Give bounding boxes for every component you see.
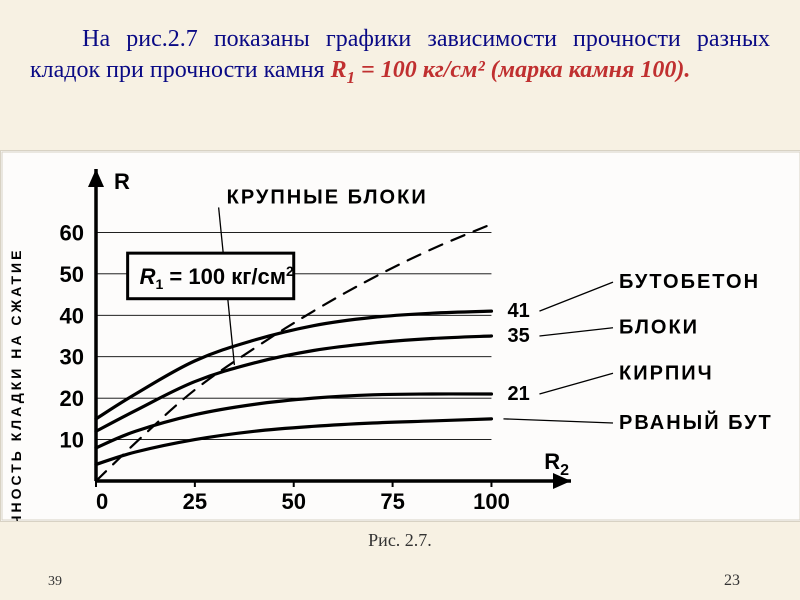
svg-text:40: 40	[60, 303, 84, 328]
svg-text:10: 10	[60, 428, 84, 453]
svg-text:50: 50	[60, 262, 84, 287]
svg-text:60: 60	[60, 220, 84, 245]
figure-caption: Рис. 2.7.	[0, 530, 800, 551]
svg-text:50: 50	[281, 489, 305, 514]
caption-equals: =	[361, 57, 381, 83]
page-number-right: 23	[724, 572, 740, 590]
page-number-left: 39	[48, 574, 62, 590]
svg-text:100: 100	[473, 489, 510, 514]
svg-text:РВАНЫЙ БУТ: РВАНЫЙ БУТ	[619, 410, 773, 434]
svg-text:R: R	[114, 169, 130, 194]
caption-value: 100 кг/см²	[381, 57, 485, 83]
svg-text:20: 20	[60, 386, 84, 411]
chart-container: 0 25 50 75 100 10 20 30 40 50 60 R R2 ПРОЧНОСТЬ КЛАДК…	[0, 150, 800, 522]
svg-text:25: 25	[183, 489, 207, 514]
svg-text:0: 0	[96, 489, 108, 514]
svg-text:КРУПНЫЕ БЛОКИ: КРУПНЫЕ БЛОКИ	[227, 186, 428, 208]
caption-suffix: (марка камня 100).	[491, 57, 691, 83]
svg-text:ПРОЧНОСТЬ КЛАДКИ НА СЖАТИЕ: ПРОЧНОСТЬ КЛАДКИ НА СЖАТИЕ	[8, 248, 24, 521]
svg-text:41: 41	[507, 300, 529, 322]
svg-text:R1 = 100 кг/см2: R1 = 100 кг/см2	[140, 263, 294, 292]
svg-text:21: 21	[507, 383, 529, 405]
svg-text:БУТОБЕТОН: БУТОБЕТОН	[619, 271, 760, 293]
caption-paragraph: На рис.2.7 показаны графики зависимости …	[30, 24, 770, 89]
svg-text:КИРПИЧ: КИРПИЧ	[619, 362, 714, 384]
svg-text:35: 35	[507, 325, 529, 347]
svg-text:БЛОКИ: БЛОКИ	[619, 317, 699, 339]
svg-text:30: 30	[60, 345, 84, 370]
svg-text:R2: R2	[544, 449, 569, 479]
chart-svg: 0 25 50 75 100 10 20 30 40 50 60 R R2 ПРОЧНОСТЬ КЛАДК…	[1, 151, 800, 521]
svg-text:75: 75	[380, 489, 404, 514]
caption-r-var: R1	[331, 57, 355, 83]
